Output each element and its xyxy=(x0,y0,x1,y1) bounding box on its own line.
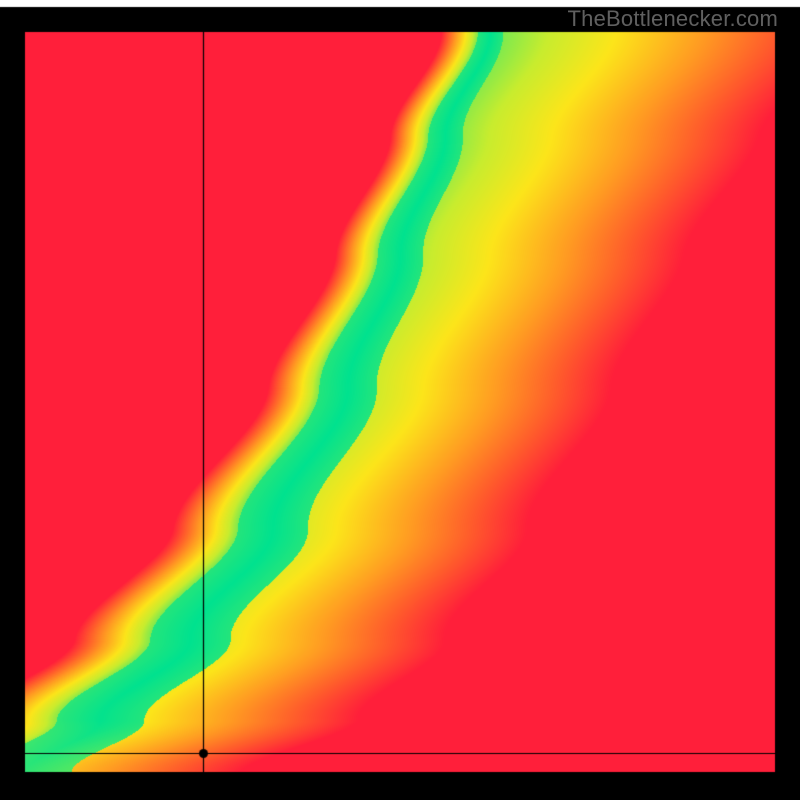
watermark-text: TheBottlenecker.com xyxy=(568,6,778,32)
bottleneck-heatmap xyxy=(0,0,800,800)
